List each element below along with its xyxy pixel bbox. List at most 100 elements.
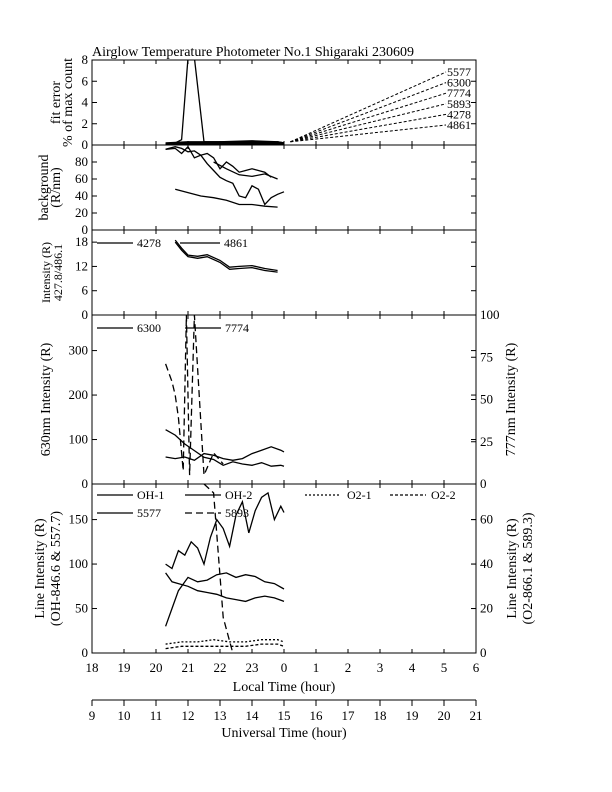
y-axis-label: fit error <box>49 81 64 124</box>
series-oh-1 <box>165 572 285 603</box>
y2-tick-label: 40 <box>480 556 493 571</box>
legend-line <box>290 103 447 143</box>
y-tick-label: 6 <box>82 73 89 88</box>
legend-label: 6300 <box>137 321 161 335</box>
series-5577 <box>165 60 285 145</box>
y-axis-label: background <box>37 154 52 220</box>
panel-frame <box>91 314 477 485</box>
ut-tick-label: 20 <box>438 708 451 723</box>
x-tick-label: 20 <box>150 660 163 675</box>
series-4278 <box>174 239 278 272</box>
legend-label: 4278 <box>137 236 161 250</box>
x-tick-label: 3 <box>377 660 384 675</box>
series-7774 <box>165 446 285 462</box>
series-5893 <box>165 141 285 145</box>
y2-tick-label: 75 <box>480 349 493 364</box>
series-o2-1 <box>165 639 285 645</box>
x-tick-label: 4 <box>409 660 416 675</box>
y2-axis-label: 777nm Intensity (R) <box>504 342 519 456</box>
y-tick-label: 100 <box>69 432 89 447</box>
legend-label: OH-2 <box>225 488 252 502</box>
legend-label: 5893 <box>447 97 471 111</box>
y-tick-label: 6 <box>82 283 89 298</box>
ut-tick-label: 21 <box>470 708 483 723</box>
panel-frame <box>91 59 477 146</box>
y2-axis-label: Line Intensity (R) <box>505 518 520 619</box>
ut-tick-label: 11 <box>150 708 163 723</box>
y-tick-label: 40 <box>75 188 88 203</box>
legend-label: O2-1 <box>347 488 372 502</box>
ut-tick-label: 14 <box>246 708 260 723</box>
series-6300-solid <box>165 429 285 467</box>
series-bg3 <box>175 188 278 208</box>
panel-frame <box>91 144 477 231</box>
y-axis-label: Intensity (R) <box>39 242 53 303</box>
x-tick-label: 19 <box>118 660 131 675</box>
y-tick-label: 4 <box>82 95 89 110</box>
x-tick-label: 2 <box>345 660 352 675</box>
ut-axis-label: Universal Time (hour) <box>221 726 347 741</box>
x-tick-label: 18 <box>86 660 99 675</box>
y-tick-label: 12 <box>75 258 88 273</box>
y-tick-label: 300 <box>69 343 89 358</box>
y-axis-label: (OH-846.6 & 557.7) <box>49 511 64 626</box>
legend-label: 5577 <box>447 65 471 79</box>
panel-background: 0 20 40 60 80 background(R/nm) <box>37 144 477 237</box>
ut-tick-label: 13 <box>214 708 227 723</box>
legend-label: 5893 <box>225 506 249 520</box>
legend-line <box>290 113 447 143</box>
y-tick-label: 0 <box>82 307 89 322</box>
series-bg1 <box>165 146 272 178</box>
series-group <box>174 239 278 273</box>
legend-label: 4861 <box>447 118 471 132</box>
panel-fit-error: 0 2 4 6 8 fit error% of max count 557763007774… <box>49 52 477 152</box>
series-group <box>164 315 285 476</box>
y-tick-label: 8 <box>82 52 89 67</box>
legend-line <box>290 92 447 143</box>
x-tick-label: 22 <box>214 660 227 675</box>
y2-tick-label: 0 <box>480 476 487 491</box>
series-o2-2 <box>165 643 285 650</box>
y2-tick-label: 20 <box>480 601 493 616</box>
series-bg4 <box>213 161 278 180</box>
y-tick-label: 0 <box>82 222 89 237</box>
x-axis-label: Local Time (hour) <box>233 680 336 695</box>
series-5577 <box>165 491 285 570</box>
y-tick-label: 0 <box>82 476 89 491</box>
chart-title: Airglow Temperature Photometer No.1 Shig… <box>92 45 414 60</box>
y-axis-label: (R/nm) <box>49 167 64 208</box>
x-tick-label: 21 <box>182 660 195 675</box>
y-tick-label: 20 <box>75 205 88 220</box>
series-5893 <box>203 484 234 653</box>
legend-label: 7774 <box>225 321 249 335</box>
ut-tick-label: 9 <box>89 708 96 723</box>
ut-tick-label: 16 <box>310 708 324 723</box>
ut-tick-label: 12 <box>182 708 195 723</box>
ut-tick-label: 10 <box>118 708 131 723</box>
y-tick-label: 2 <box>82 116 89 131</box>
y-axis-label: 427.8/486.1 <box>51 244 65 301</box>
x-tick-label: 1 <box>313 660 320 675</box>
y2-axis-label: (O2-866.1 & 589.3) <box>521 512 536 624</box>
y2-tick-label: 25 <box>480 434 493 449</box>
x-tick-label: 0 <box>281 660 288 675</box>
ut-tick-label: 15 <box>278 708 291 723</box>
y-tick-label: 18 <box>75 234 88 249</box>
y-axis-label: % of max count <box>61 58 76 147</box>
y2-tick-label: 100 <box>480 307 500 322</box>
y-tick-label: 200 <box>69 387 89 402</box>
ut-tick-label: 17 <box>342 708 356 723</box>
y2-tick-label: 50 <box>480 392 493 407</box>
legend-line <box>290 124 447 143</box>
x-tick-label: 5 <box>441 660 448 675</box>
y-tick-label: 50 <box>75 601 88 616</box>
legend-label: 4861 <box>224 236 248 250</box>
series-group <box>165 145 285 208</box>
series-6300-dashed <box>164 315 224 476</box>
series-oh-2 <box>164 572 285 627</box>
y2-tick-label: 60 <box>480 512 493 527</box>
panel-630-777: 0 100 200 300 0 25 50 75 100 630nm Intensity (R) 7… <box>39 307 519 491</box>
